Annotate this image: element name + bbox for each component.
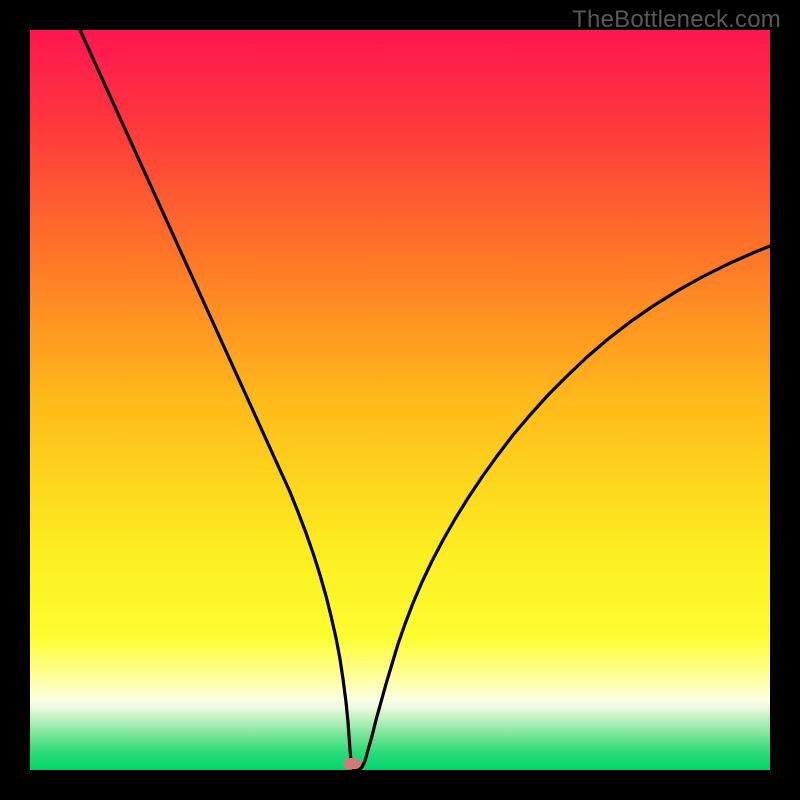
plot-area [30,30,770,770]
plot-svg [30,30,770,770]
plot-background [30,30,770,770]
chart-frame: TheBottleneck.com [0,0,800,800]
optimal-point-marker [343,758,361,769]
